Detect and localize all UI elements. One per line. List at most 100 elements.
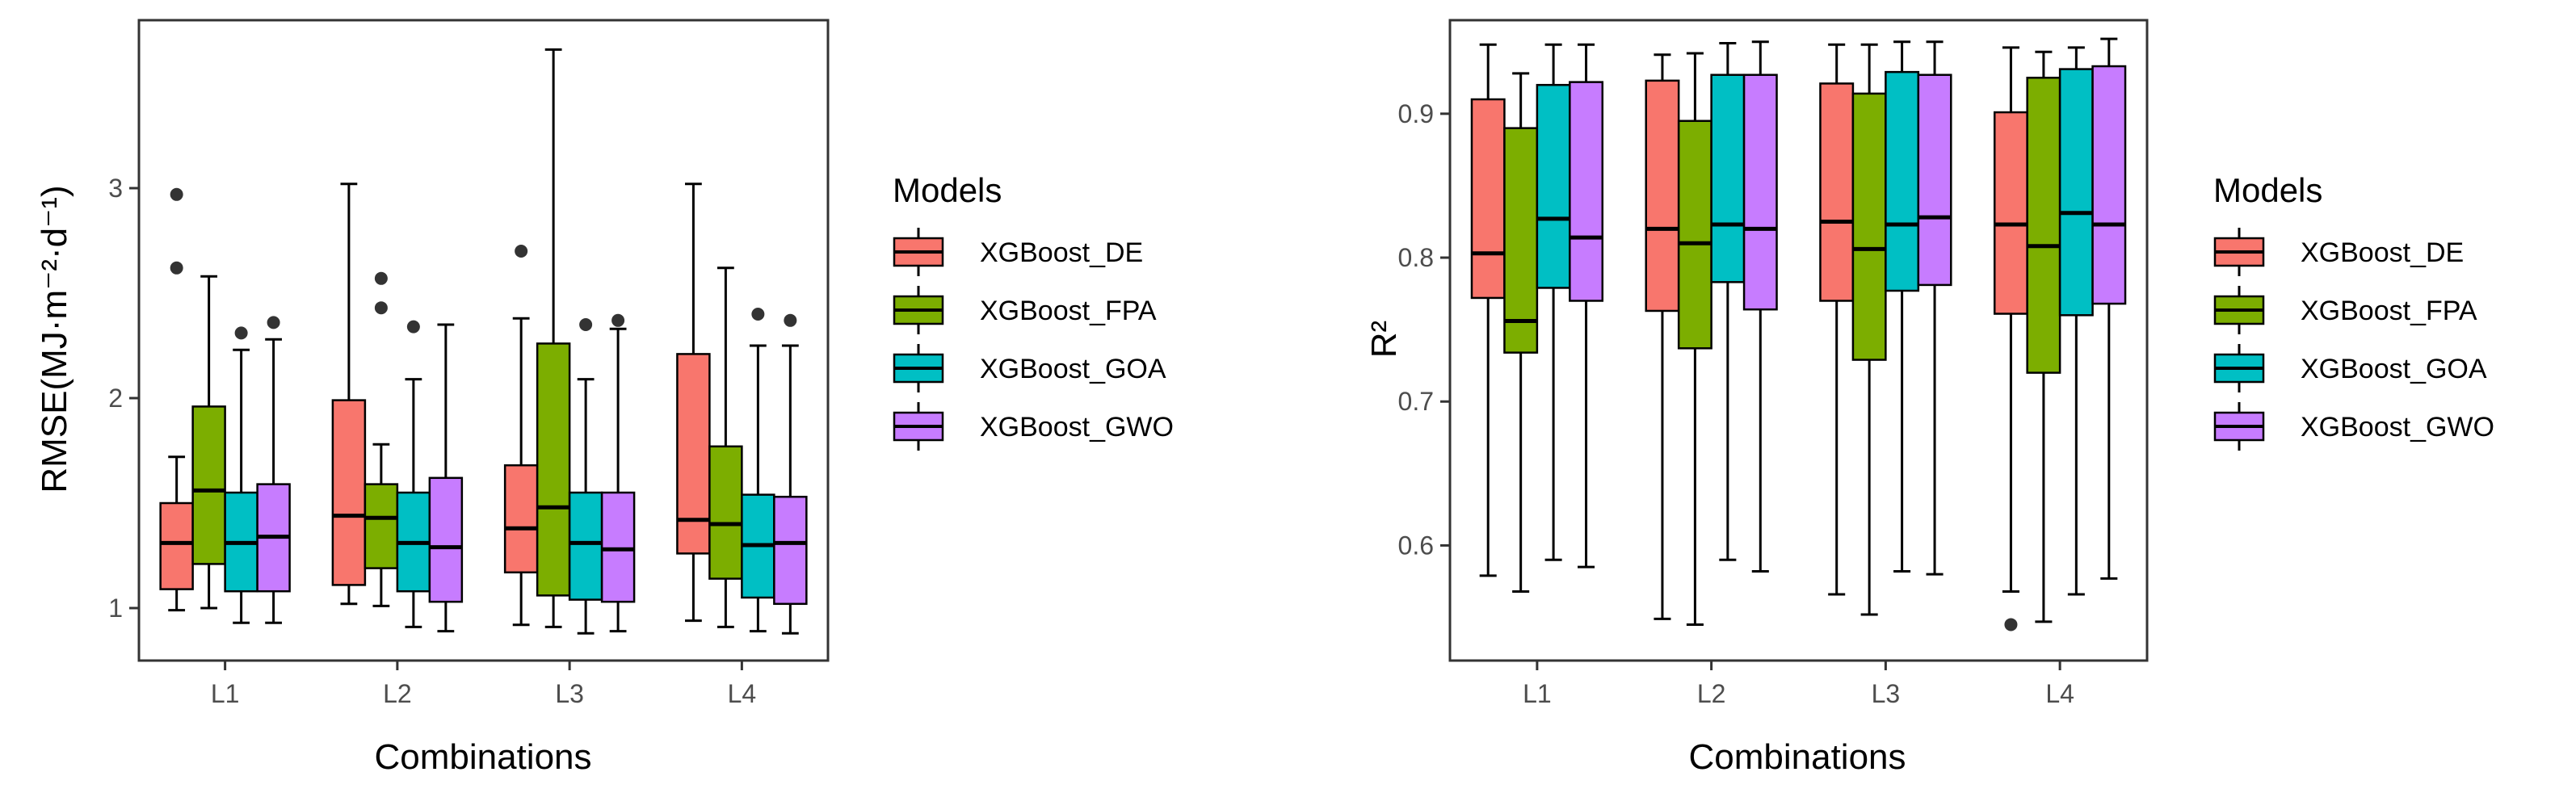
outlier-point (515, 245, 528, 258)
rmse-x-ticks: L1 L2 L3 L4 (211, 661, 756, 708)
r2-x-axis-title: Combinations (1688, 737, 1906, 777)
r2-y-tick-label: 0.6 (1398, 531, 1434, 560)
rmse-legend-title: Models (893, 171, 1002, 209)
outlier-point (234, 326, 248, 340)
legend-key-XGBoost_DE: XGBoost_DE (2213, 228, 2464, 276)
legend-label: XGBoost_GOA (2301, 354, 2487, 384)
rmse-box-XGBoost_GWO-L3 (600, 313, 636, 633)
r2-box-XGBoost_DE-L2 (1645, 53, 1680, 620)
outlier-point (406, 320, 420, 334)
r2-y-ticks: 0.6 0.7 0.8 0.9 (1398, 99, 1450, 560)
legend-key-XGBoost_GOA: XGBoost_GOA (893, 344, 1166, 392)
box-body (708, 445, 743, 580)
rmse-y-ticks: 1 2 3 (108, 174, 139, 623)
legend-key-XGBoost_FPA: XGBoost_FPA (893, 286, 1157, 334)
box-body (2091, 65, 2127, 305)
legend-key-XGBoost_GWO: XGBoost_GWO (893, 402, 1174, 451)
box-body (159, 501, 194, 590)
r2-plot-border (1448, 19, 2149, 662)
box-body (1470, 98, 1506, 300)
r2-panel: 0.6 0.7 0.8 0.9 L1 L2 L3 L4 Combinations R² Mo… (1364, 19, 2494, 777)
box-body (1851, 92, 1887, 361)
legend-label: XGBoost_DE (980, 237, 1143, 268)
rmse-box-XGBoost_GOA-L2 (396, 320, 431, 628)
r2-box-XGBoost_FPA-L2 (1677, 52, 1712, 626)
r2-box-XGBoost_DE-L1 (1470, 43, 1506, 577)
rmse-x-tick-label: L4 (728, 679, 757, 708)
outlier-point (579, 318, 593, 331)
rmse-x-tick-label: L2 (383, 679, 412, 708)
rmse-box-XGBoost_DE-L2 (331, 183, 367, 606)
rmse-y-tick-label: 1 (108, 594, 123, 623)
legend-label: XGBoost_GOA (980, 354, 1166, 384)
rmse-x-tick-label: L3 (555, 679, 584, 708)
box-body (2058, 68, 2094, 317)
r2-legend-title: Models (2213, 171, 2322, 209)
r2-box-XGBoost_GWO-L1 (1569, 43, 1604, 569)
outlier-point (170, 261, 183, 275)
rmse-y-tick-label: 2 (108, 384, 123, 413)
legend-label: XGBoost_FPA (2301, 296, 2477, 326)
box-body (600, 491, 636, 603)
legend-key-XGBoost_GOA: XGBoost_GOA (2213, 344, 2487, 392)
r2-boxes (1470, 37, 2127, 631)
box-body (676, 353, 711, 555)
r2-box-XGBoost_GWO-L3 (1917, 40, 1952, 576)
rmse-box-XGBoost_DE-L1 (159, 187, 194, 612)
outlier-point (751, 308, 765, 321)
rmse-panel: 1 2 3 L1 L2 L3 L4 Combinations RMSE(MJ·m⁻²·d⁻… (35, 19, 1174, 777)
box-body (1569, 81, 1604, 302)
r2-y-tick-label: 0.9 (1398, 99, 1434, 128)
rmse-box-XGBoost_FPA-L1 (191, 275, 226, 610)
rmse-box-XGBoost_DE-L4 (676, 183, 711, 623)
box-body (191, 405, 226, 565)
legend-key-XGBoost_DE: XGBoost_DE (893, 228, 1143, 276)
r2-box-XGBoost_GOA-L1 (1536, 43, 1571, 561)
outlier-point (374, 301, 388, 315)
rmse-box-XGBoost_FPA-L2 (363, 271, 399, 607)
rmse-y-tick-label: 3 (108, 174, 123, 203)
box-body (1917, 73, 1952, 287)
rmse-x-axis-title: Combinations (374, 737, 591, 777)
r2-y-axis-title: R² (1364, 321, 1404, 358)
rmse-box-XGBoost_GWO-L4 (773, 313, 808, 635)
rmse-box-XGBoost_GOA-L4 (741, 308, 775, 633)
outlier-point (267, 316, 280, 329)
box-body (503, 464, 539, 574)
legend-key-XGBoost_GWO: XGBoost_GWO (2213, 402, 2494, 451)
r2-x-tick-label: L3 (1872, 679, 1901, 708)
rmse-boxes (159, 48, 808, 635)
r2-box-XGBoost_DE-L4 (1993, 46, 2028, 631)
box-body (1503, 127, 1539, 354)
rmse-y-axis-title: RMSE(MJ·m⁻²·d⁻¹) (35, 185, 74, 493)
legend-key-XGBoost_FPA: XGBoost_FPA (2213, 286, 2477, 334)
r2-x-tick-label: L2 (1697, 679, 1726, 708)
outlier-point (170, 187, 183, 201)
box-body (1710, 73, 1746, 283)
outlier-point (611, 313, 625, 327)
box-body (331, 399, 367, 586)
box-body (428, 476, 464, 603)
box-body (1536, 83, 1571, 289)
box-body (1993, 111, 2028, 315)
box-body (536, 342, 571, 597)
rmse-plot-border (137, 19, 830, 662)
box-body (1819, 82, 1855, 302)
rmse-box-XGBoost_GOA-L1 (224, 326, 258, 624)
box-body (1677, 120, 1712, 350)
box-body (773, 495, 808, 606)
r2-box-XGBoost_DE-L3 (1819, 43, 1855, 596)
rmse-x-tick-label: L1 (211, 679, 240, 708)
box-body (1645, 79, 1680, 313)
r2-y-tick-label: 0.7 (1398, 387, 1434, 416)
r2-y-tick-label: 0.8 (1398, 243, 1434, 272)
r2-box-XGBoost_FPA-L3 (1851, 43, 1887, 616)
r2-x-tick-label: L4 (2045, 679, 2074, 708)
box-body (1885, 70, 1920, 292)
outlier-point (374, 271, 388, 285)
rmse-box-XGBoost_FPA-L4 (708, 266, 743, 628)
r2-x-ticks: L1 L2 L3 L4 (1523, 661, 2074, 708)
outlier-point (2004, 618, 2018, 631)
rmse-box-XGBoost_FPA-L3 (536, 48, 571, 628)
